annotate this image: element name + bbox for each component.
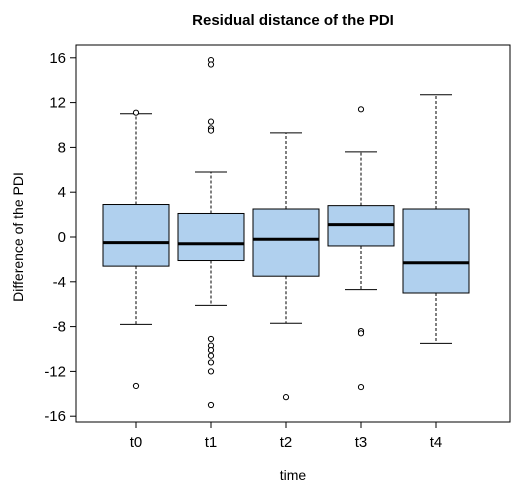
outlier-point bbox=[207, 127, 215, 134]
x-tick-label: t3 bbox=[355, 434, 368, 451]
outlier-point bbox=[357, 383, 365, 391]
chart-title: Residual distance of the PDI bbox=[192, 12, 394, 29]
iqr-box bbox=[177, 212, 245, 262]
box-t2 bbox=[252, 132, 320, 401]
y-tick-label: 0 bbox=[58, 229, 66, 246]
x-axis-label: time bbox=[280, 467, 307, 483]
outlier-point bbox=[357, 106, 365, 113]
outlier-point bbox=[132, 382, 140, 390]
outlier-point bbox=[207, 347, 215, 354]
x-axis: t0 t1 t2 t3 t4 bbox=[130, 422, 443, 451]
x-tick-label: t1 bbox=[205, 434, 218, 451]
x-tick-label: t4 bbox=[430, 434, 443, 451]
x-tick-label: t0 bbox=[130, 434, 143, 451]
outlier-point bbox=[207, 352, 215, 359]
outlier-point bbox=[207, 368, 215, 375]
iqr-box bbox=[402, 208, 470, 294]
outlier-point bbox=[207, 61, 215, 68]
y-axis-label: Difference of the PDI bbox=[10, 172, 26, 302]
iqr-box bbox=[102, 204, 170, 267]
box-t3 bbox=[327, 106, 395, 391]
y-tick-label: 4 bbox=[58, 184, 66, 201]
outlier-point bbox=[282, 394, 290, 401]
box-t4 bbox=[402, 94, 470, 344]
outlier-point bbox=[207, 359, 215, 366]
outlier-point bbox=[132, 109, 140, 116]
y-tick-label: 12 bbox=[49, 95, 66, 112]
boxes bbox=[102, 56, 470, 409]
outlier-point bbox=[207, 335, 215, 343]
y-tick-label: -12 bbox=[44, 363, 66, 380]
y-tick-label: -16 bbox=[44, 408, 66, 425]
box-t1 bbox=[177, 56, 245, 409]
outlier-point bbox=[357, 330, 365, 337]
box-t0 bbox=[102, 109, 170, 390]
y-tick-label: -8 bbox=[53, 319, 66, 336]
y-axis: -16 -12 -8 -4 0 4 8 12 16 bbox=[44, 50, 76, 425]
iqr-box bbox=[252, 208, 320, 277]
outlier-point bbox=[207, 118, 215, 125]
y-tick-label: 8 bbox=[58, 139, 66, 156]
y-tick-label: -4 bbox=[53, 274, 66, 291]
outlier-point bbox=[207, 401, 215, 409]
plot-frame bbox=[75, 44, 511, 423]
x-tick-label: t2 bbox=[280, 434, 293, 451]
y-tick-label: 16 bbox=[49, 50, 66, 67]
